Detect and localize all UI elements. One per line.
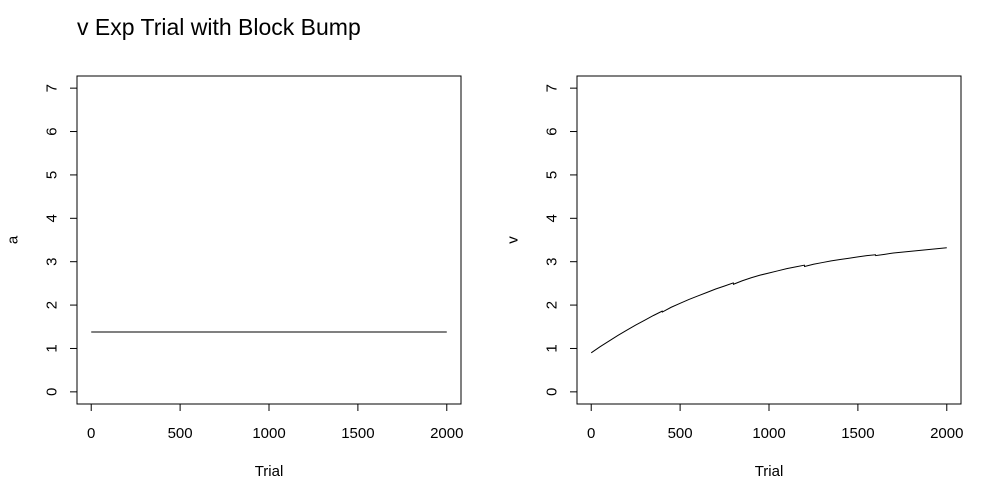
x-tick-label: 1500 [841,425,874,442]
y-tick-label: 2 [544,301,561,309]
y-tick-label: 6 [544,127,561,135]
y-tick-label: 3 [544,258,561,266]
x-tick-label: 1000 [752,425,785,442]
y-tick-label: 0 [544,388,561,396]
x-tick-label: 0 [87,425,95,442]
y-tick-label: 4 [544,214,561,222]
x-tick-label: 500 [168,425,193,442]
x-axis-label: Trial [255,463,284,480]
series-line [590,247,947,354]
y-axis-label: v [505,236,522,244]
x-tick-label: 500 [668,425,693,442]
y-tick-label: 4 [44,214,61,222]
right-plot-panel: 0 500 1000 1500 2000 0 1 2 3 4 5 6 7 Trial v [505,75,963,480]
page-title: v Exp Trial with Block Bump [77,14,361,40]
y-tick-label: 2 [44,301,61,309]
y-tick-label: 5 [44,171,61,179]
x-tick-label: 2000 [430,425,463,442]
x-tick-label: 1500 [341,425,374,442]
x-axis-label: Trial [755,463,784,480]
left-plot-panel: 0 500 1000 1500 2000 0 1 2 3 4 5 6 7 Trial a [5,75,463,480]
y-axis-label: a [5,235,22,244]
y-tick-label: 6 [44,127,61,135]
x-tick-label: 1000 [252,425,285,442]
y-tick-label: 0 [44,388,61,396]
y-tick-label: 7 [544,84,561,92]
x-tick-label: 2000 [930,425,963,442]
y-tick-label: 1 [544,344,561,352]
y-tick-label: 1 [44,344,61,352]
y-tick-label: 7 [44,84,61,92]
y-tick-label: 3 [44,258,61,266]
plot-frame [76,75,462,405]
plot-frame [576,75,962,405]
y-tick-label: 5 [544,171,561,179]
x-tick-label: 0 [587,425,595,442]
